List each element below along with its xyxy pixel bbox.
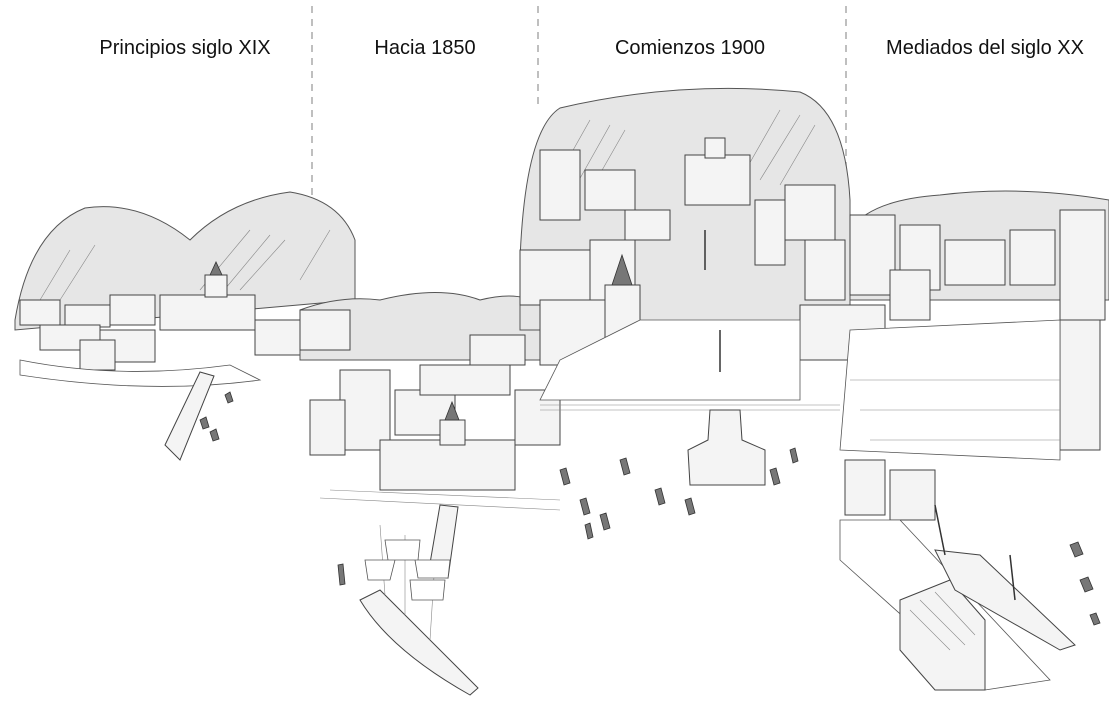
panel-label: Principios siglo XIX <box>99 37 270 59</box>
scene-1900 <box>520 88 885 539</box>
scene-1850 <box>300 293 560 696</box>
panel-label: Comienzos 1900 <box>615 37 765 59</box>
panel-label: Hacia 1850 <box>374 37 475 59</box>
panel-label: Mediados del siglo XX <box>886 37 1084 59</box>
illustration: Principios siglo XIX Hacia 1850 Comienzo… <box>0 0 1109 709</box>
scene-mid-20th <box>840 191 1109 690</box>
